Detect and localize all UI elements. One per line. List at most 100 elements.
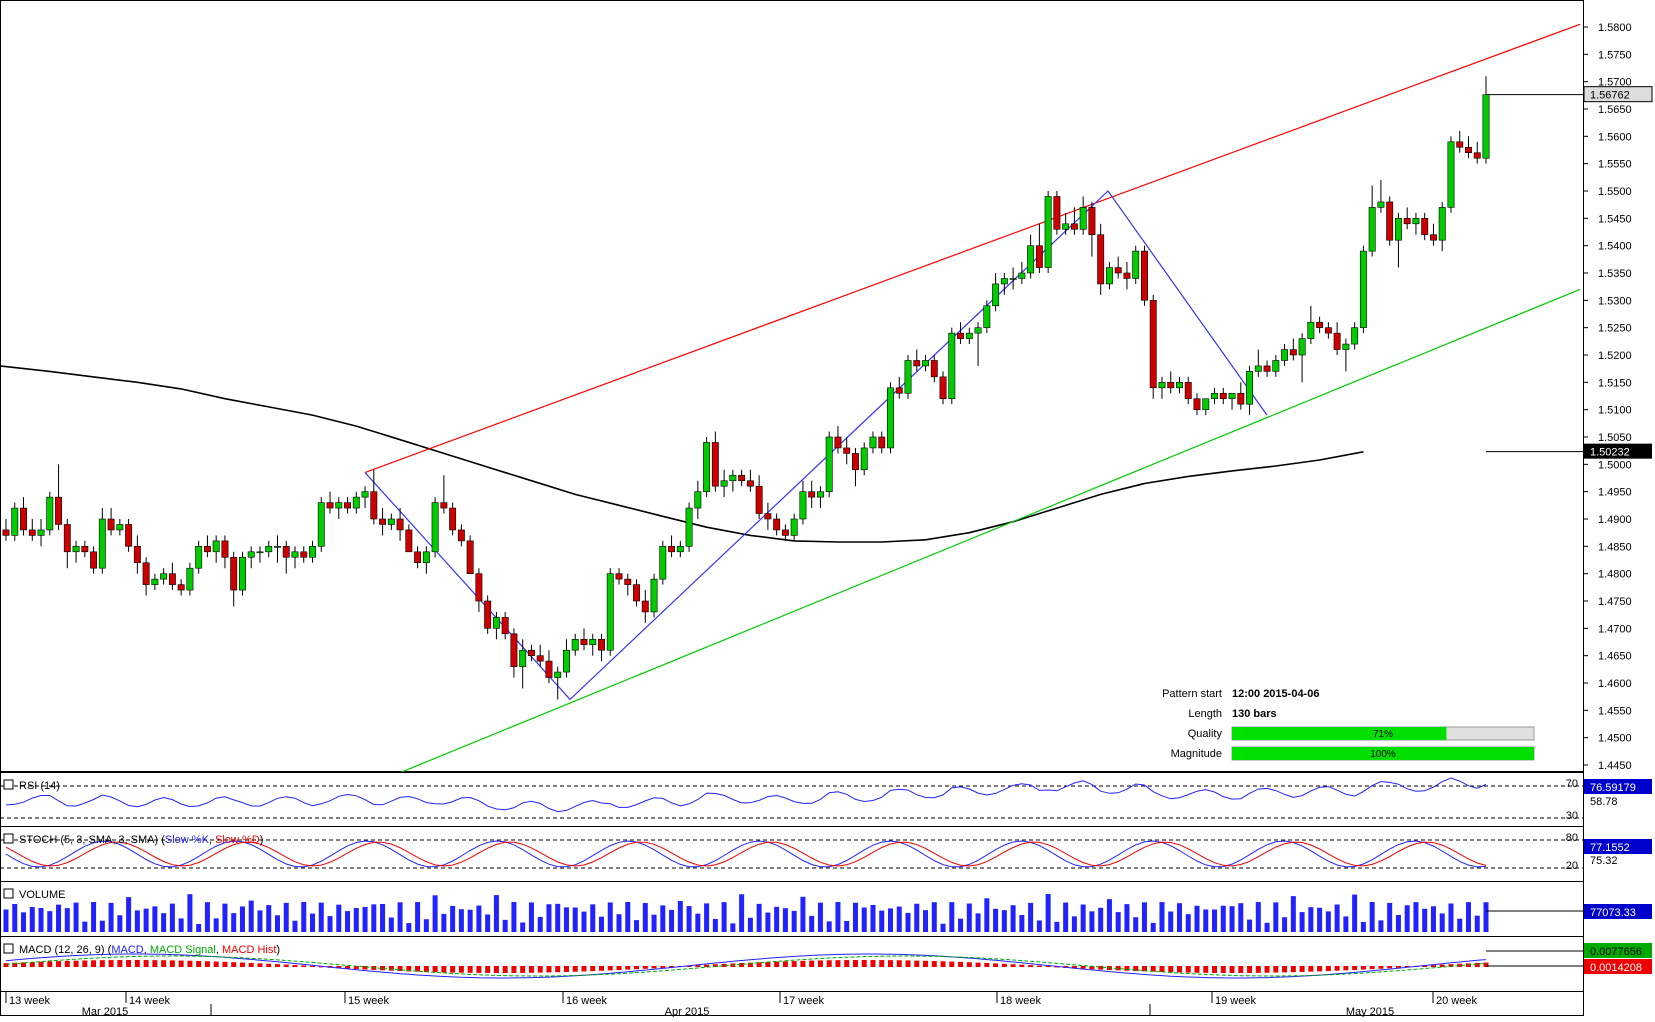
y-tick-label: 1.5050 [1598, 432, 1632, 444]
quality-bar-fill [1232, 727, 1447, 740]
candle-body [808, 491, 816, 498]
volume-bar [450, 905, 456, 932]
y-tick-label: 1.5250 [1598, 323, 1632, 335]
volume-bar [152, 906, 158, 932]
macd-value-1: 0.0077656 [1590, 946, 1642, 958]
volume-bar [774, 906, 780, 932]
macd-hist-bar [572, 966, 578, 972]
candle-body [895, 387, 903, 394]
macd-hist-bar [441, 966, 447, 973]
macd-hist-bar [835, 960, 841, 967]
week-label: 13 week [9, 995, 50, 1007]
candle-body [282, 546, 290, 558]
macd-hist-bar [1141, 966, 1147, 972]
macd-hist-bar [1071, 966, 1077, 969]
macd-close-icon[interactable] [3, 943, 14, 954]
candle-body [1009, 278, 1017, 280]
candle-body [1228, 392, 1236, 400]
macd-hist-bar [1168, 966, 1174, 973]
volume-bar [502, 919, 508, 932]
volume-bar [563, 907, 569, 932]
volume-bar [3, 909, 9, 932]
macd-values: 0.0077656 0.0014208 [1584, 943, 1652, 974]
macd-hist-bar [905, 960, 911, 967]
macd-hist-bar [406, 966, 412, 972]
candle-body [1342, 343, 1350, 350]
price-panel [0, 0, 1584, 772]
volume-bar [485, 914, 491, 932]
volume-bar [1063, 902, 1069, 932]
macd-hist-bar [353, 966, 359, 970]
volume-bar [47, 911, 53, 932]
candle-body [81, 546, 89, 553]
volume-bar [940, 923, 946, 932]
volume-bar [467, 909, 473, 932]
macd-hist-bar [274, 964, 280, 967]
macd-hist-bar [485, 966, 491, 973]
macd-hist-bar [178, 960, 184, 967]
rsi-close-icon[interactable] [3, 779, 14, 790]
magnitude-bar-fill [1232, 747, 1534, 760]
macd-hist-bar [1439, 964, 1445, 967]
volume-bar [362, 906, 368, 932]
candle-body [580, 638, 588, 646]
volume-bar [1019, 915, 1025, 932]
volume-bar [546, 904, 552, 932]
candle-body [300, 551, 308, 558]
candle-body [904, 360, 912, 394]
volume-bar [712, 918, 718, 932]
volume-bar [1176, 903, 1182, 932]
volume-bar [161, 913, 167, 932]
candle-body [816, 491, 824, 498]
volume-bar [581, 911, 587, 932]
candle-body [1079, 207, 1087, 230]
candle-body [825, 436, 833, 492]
candle-body [633, 584, 640, 602]
volume-close-icon[interactable] [3, 888, 14, 899]
macd-hist-bar [117, 960, 123, 967]
macd-hist-bar [29, 962, 35, 967]
candle-body [344, 502, 351, 509]
volume-bar [318, 902, 324, 932]
candle-body [659, 546, 667, 580]
candle-body [624, 578, 632, 585]
volume-bar [1028, 902, 1034, 932]
volume-bar [239, 906, 245, 932]
candle-body [72, 546, 80, 553]
volume-bar [931, 902, 937, 932]
volume-bar [327, 916, 333, 932]
stoch-close-icon[interactable] [3, 833, 14, 844]
volume-bar [134, 910, 140, 932]
candle-body [1263, 365, 1271, 372]
candle-body [431, 502, 439, 553]
stoch-level-high: 80 [1566, 832, 1578, 844]
volume-bar [686, 906, 692, 932]
candle-body [379, 518, 387, 525]
volume-bar [266, 905, 272, 932]
candle-body [492, 617, 500, 629]
macd-hist-bar [388, 966, 394, 971]
candle-body [860, 447, 868, 471]
macd-hist-bar [257, 963, 263, 967]
volume-bar [905, 912, 911, 932]
macd-hist-bar [248, 962, 254, 967]
volume-bar [1413, 902, 1419, 932]
volume-bar [993, 908, 999, 932]
macd-hist-bar [1395, 966, 1401, 968]
pattern-info: Pattern start 12:00 2015-04-06 Length 13… [1162, 688, 1535, 761]
candle-body [212, 540, 220, 553]
candle-body [37, 529, 45, 536]
macd-hist-bar [607, 966, 613, 971]
macd-hist-bar [362, 966, 368, 970]
candle-body [589, 638, 597, 646]
candle-body [606, 573, 614, 651]
candle-body [1035, 245, 1043, 268]
candle-body [615, 573, 623, 580]
volume-bar [1387, 902, 1393, 932]
magnitude-text: 100% [1370, 749, 1396, 760]
y-tick-label: 1.5750 [1598, 49, 1632, 61]
candle-body [151, 578, 159, 585]
macd-hist-bar [896, 960, 902, 967]
macd-hist-bar [861, 960, 867, 967]
volume-bar [169, 903, 175, 932]
